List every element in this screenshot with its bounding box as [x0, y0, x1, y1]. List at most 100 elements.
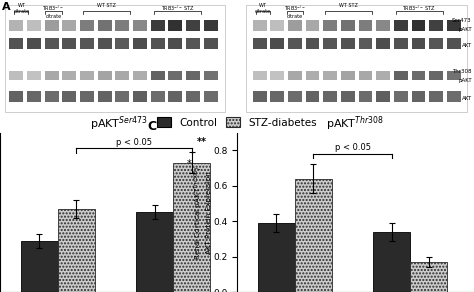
Bar [27, 71, 41, 80]
Bar [80, 71, 94, 80]
Bar [447, 71, 461, 80]
Bar [98, 91, 111, 102]
Bar [115, 71, 129, 80]
Bar [376, 91, 390, 102]
Bar [63, 91, 76, 102]
Bar [447, 38, 461, 49]
Bar [270, 20, 284, 31]
Bar [411, 91, 426, 102]
Bar [394, 20, 408, 31]
Bar [306, 38, 319, 49]
Bar [115, 38, 129, 49]
Text: *: * [187, 159, 192, 169]
Bar [133, 20, 147, 31]
Bar [168, 20, 182, 31]
Text: pAKT: pAKT [458, 27, 472, 32]
Bar [45, 38, 59, 49]
Bar [341, 38, 355, 49]
Bar [306, 71, 319, 80]
Bar [115, 91, 129, 102]
Bar [204, 91, 218, 102]
Bar [204, 38, 218, 49]
Bar [306, 91, 319, 102]
Text: **: ** [197, 137, 207, 147]
Bar [376, 38, 390, 49]
Bar [27, 38, 41, 49]
Bar [133, 91, 147, 102]
Bar [204, 71, 218, 80]
Bar [9, 20, 23, 31]
Text: TRB3$^{-/-}$
citrate: TRB3$^{-/-}$ citrate [42, 4, 64, 18]
Bar [80, 91, 94, 102]
Bar [58, 209, 95, 292]
Text: p < 0.05: p < 0.05 [116, 138, 152, 147]
Text: WT
citrate: WT citrate [13, 4, 29, 14]
Text: AKT: AKT [462, 43, 472, 48]
Bar [98, 38, 111, 49]
Bar [323, 71, 337, 80]
Text: TRB3$^{-/-}$ STZ: TRB3$^{-/-}$ STZ [402, 4, 437, 13]
Bar [358, 71, 373, 80]
Bar [168, 38, 182, 49]
Text: Ser473: Ser473 [452, 18, 472, 23]
Title: pAKT$^{Thr308}$: pAKT$^{Thr308}$ [327, 114, 384, 133]
Bar [168, 91, 182, 102]
Bar [45, 91, 59, 102]
Bar [253, 91, 266, 102]
Bar [133, 38, 147, 49]
Bar [151, 20, 164, 31]
Bar [186, 20, 200, 31]
Bar [323, 20, 337, 31]
Bar [288, 20, 302, 31]
Text: WT STZ: WT STZ [97, 4, 116, 8]
Text: pAKT: pAKT [458, 78, 472, 83]
Bar [295, 179, 332, 292]
Bar [204, 20, 218, 31]
Bar [45, 71, 59, 80]
Bar [341, 71, 355, 80]
Bar [376, 71, 390, 80]
Bar [186, 38, 200, 49]
Bar [429, 20, 443, 31]
Bar [270, 91, 284, 102]
Title: pAKT$^{Ser473}$: pAKT$^{Ser473}$ [90, 114, 147, 133]
Bar [133, 71, 147, 80]
Bar [288, 91, 302, 102]
Bar [253, 71, 266, 80]
Text: p < 0.05: p < 0.05 [335, 143, 371, 152]
Text: C: C [147, 120, 156, 133]
Bar [358, 20, 373, 31]
Bar [376, 20, 390, 31]
Bar [9, 38, 23, 49]
Bar [115, 20, 129, 31]
Bar [80, 20, 94, 31]
Bar [411, 71, 426, 80]
Bar [80, 38, 94, 49]
Bar [63, 20, 76, 31]
Bar [186, 71, 200, 80]
Bar [151, 38, 164, 49]
Bar [358, 38, 373, 49]
Bar [323, 91, 337, 102]
Bar [341, 20, 355, 31]
Bar [151, 91, 164, 102]
Text: AKT: AKT [462, 96, 472, 101]
Bar [323, 38, 337, 49]
Text: TRB3$^{-/-}$ STZ: TRB3$^{-/-}$ STZ [161, 4, 195, 13]
Bar [253, 20, 266, 31]
Bar [151, 71, 164, 80]
FancyBboxPatch shape [246, 5, 467, 112]
Bar [394, 38, 408, 49]
Bar [258, 223, 295, 292]
Bar [98, 71, 111, 80]
Bar [63, 38, 76, 49]
Bar [410, 262, 447, 292]
Bar [411, 20, 426, 31]
Bar [429, 91, 443, 102]
Bar [341, 91, 355, 102]
Text: WT STZ: WT STZ [339, 4, 358, 8]
Bar [411, 38, 426, 49]
Bar [429, 38, 443, 49]
Bar [98, 20, 111, 31]
Bar [21, 241, 58, 292]
